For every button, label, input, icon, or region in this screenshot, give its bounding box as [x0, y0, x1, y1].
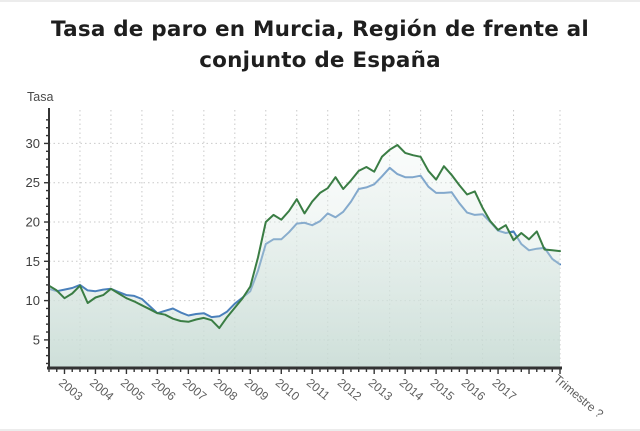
x-tick-label-2004: 2004: [87, 376, 117, 404]
y-tick-label-30: 30: [26, 136, 40, 151]
bottom-border: [0, 429, 640, 431]
x-tick-label-2012: 2012: [335, 376, 365, 404]
x-tick-label-2008: 2008: [211, 376, 241, 404]
y-tick-label-25: 25: [26, 175, 40, 190]
x-tick-label-2011: 2011: [304, 376, 333, 404]
x-tick-label-2007: 2007: [180, 376, 210, 404]
x-tick-label-2009: 2009: [242, 376, 272, 404]
series-area-murcia: [49, 145, 560, 367]
chart-title: Tasa de paro en Murcia, Región de frente…: [20, 14, 620, 76]
x-tick-label-2006: 2006: [149, 376, 179, 404]
x-tick-label-2017: 2017: [490, 376, 520, 404]
x-tick-label-2014: 2014: [397, 376, 427, 404]
y-tick-label-15: 15: [26, 254, 40, 269]
chart-title-line1: Tasa de paro en Murcia, Región de frente…: [51, 17, 589, 42]
x-tick-label-2003: 2003: [56, 376, 86, 404]
y-tick-label-5: 5: [33, 332, 40, 347]
y-axis-title: Tasa: [27, 90, 54, 104]
top-border: [0, 0, 640, 2]
x-tick-label-2005: 2005: [118, 376, 148, 404]
y-tick-label-20: 20: [26, 215, 40, 230]
series-line-murcia: [48, 144, 561, 330]
x-axis-end-label: Trimestre ?: [551, 372, 606, 422]
chart-title-line2: conjunto de España: [199, 48, 441, 73]
x-tick-label-2016: 2016: [459, 376, 489, 404]
x-tick-label-2015: 2015: [428, 376, 458, 404]
y-tick-label-10: 10: [26, 293, 40, 308]
x-tick-label-2010: 2010: [273, 376, 303, 404]
x-tick-label-2013: 2013: [366, 376, 396, 404]
